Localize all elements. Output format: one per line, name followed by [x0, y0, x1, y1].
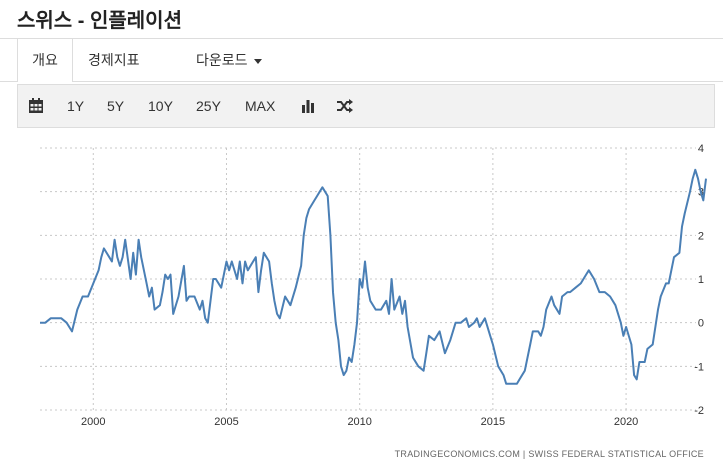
y-tick-label: 4	[698, 143, 704, 155]
x-tick-label: 2015	[481, 416, 505, 428]
tab-download[interactable]: 다운로드	[196, 39, 262, 81]
chart-toolbar: 1Y 5Y 10Y 25Y MAX	[17, 84, 715, 128]
chevron-down-icon	[253, 58, 262, 64]
shuffle-icon[interactable]	[336, 85, 354, 127]
series-line	[40, 168, 707, 385]
tab-download-label: 다운로드	[196, 52, 248, 68]
calendar-icon[interactable]	[28, 85, 44, 127]
range-1y-button[interactable]: 1Y	[67, 98, 85, 114]
page-title: 스위스 - 인플레이션	[17, 10, 182, 32]
range-5y-button[interactable]: 5Y	[107, 98, 125, 114]
x-tick-label: 2000	[81, 416, 105, 428]
range-25y-button[interactable]: 25Y	[196, 98, 221, 114]
y-tick-label: 0	[698, 318, 704, 330]
x-tick-label: 2020	[614, 416, 638, 428]
y-tick-label: -1	[694, 361, 704, 373]
y-tick-label: 2	[698, 230, 704, 242]
y-tick-label: 1	[698, 274, 704, 286]
bar-chart-icon[interactable]	[300, 85, 316, 127]
tab-indicators[interactable]: 경제지표	[88, 52, 140, 68]
y-tick-label: -2	[694, 405, 704, 417]
x-tick-label: 2010	[347, 416, 371, 428]
source-label: TRADINGECONOMICS.COM | SWISS FEDERAL STA…	[395, 449, 704, 459]
range-10y-button[interactable]: 10Y	[148, 98, 173, 114]
x-tick-label: 2005	[214, 416, 238, 428]
tab-bar: 개요 경제지표 다운로드	[0, 38, 723, 82]
tab-overview[interactable]: 개요	[17, 39, 73, 82]
range-max-button[interactable]: MAX	[245, 98, 276, 114]
